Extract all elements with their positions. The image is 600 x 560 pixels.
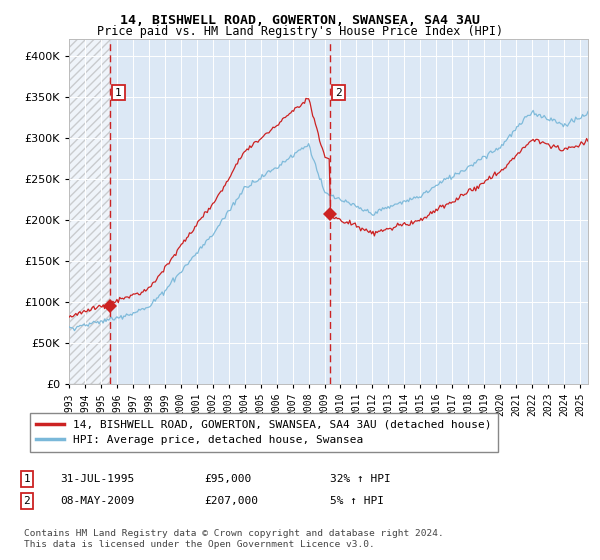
Text: 14, BISHWELL ROAD, GOWERTON, SWANSEA, SA4 3AU: 14, BISHWELL ROAD, GOWERTON, SWANSEA, SA…: [120, 14, 480, 27]
Text: 08-MAY-2009: 08-MAY-2009: [60, 496, 134, 506]
Text: £207,000: £207,000: [204, 496, 258, 506]
Text: 5% ↑ HPI: 5% ↑ HPI: [330, 496, 384, 506]
Text: Price paid vs. HM Land Registry's House Price Index (HPI): Price paid vs. HM Land Registry's House …: [97, 25, 503, 38]
Legend: 14, BISHWELL ROAD, GOWERTON, SWANSEA, SA4 3AU (detached house), HPI: Average pri: 14, BISHWELL ROAD, GOWERTON, SWANSEA, SA…: [29, 413, 498, 452]
Text: 1: 1: [23, 474, 31, 484]
Text: Contains HM Land Registry data © Crown copyright and database right 2024.
This d: Contains HM Land Registry data © Crown c…: [24, 529, 444, 549]
Text: 2: 2: [335, 87, 342, 97]
Text: 31-JUL-1995: 31-JUL-1995: [60, 474, 134, 484]
Text: 2: 2: [23, 496, 31, 506]
Text: 1: 1: [115, 87, 122, 97]
Bar: [69, 39, 110, 384]
Text: 32% ↑ HPI: 32% ↑ HPI: [330, 474, 391, 484]
Text: £95,000: £95,000: [204, 474, 251, 484]
